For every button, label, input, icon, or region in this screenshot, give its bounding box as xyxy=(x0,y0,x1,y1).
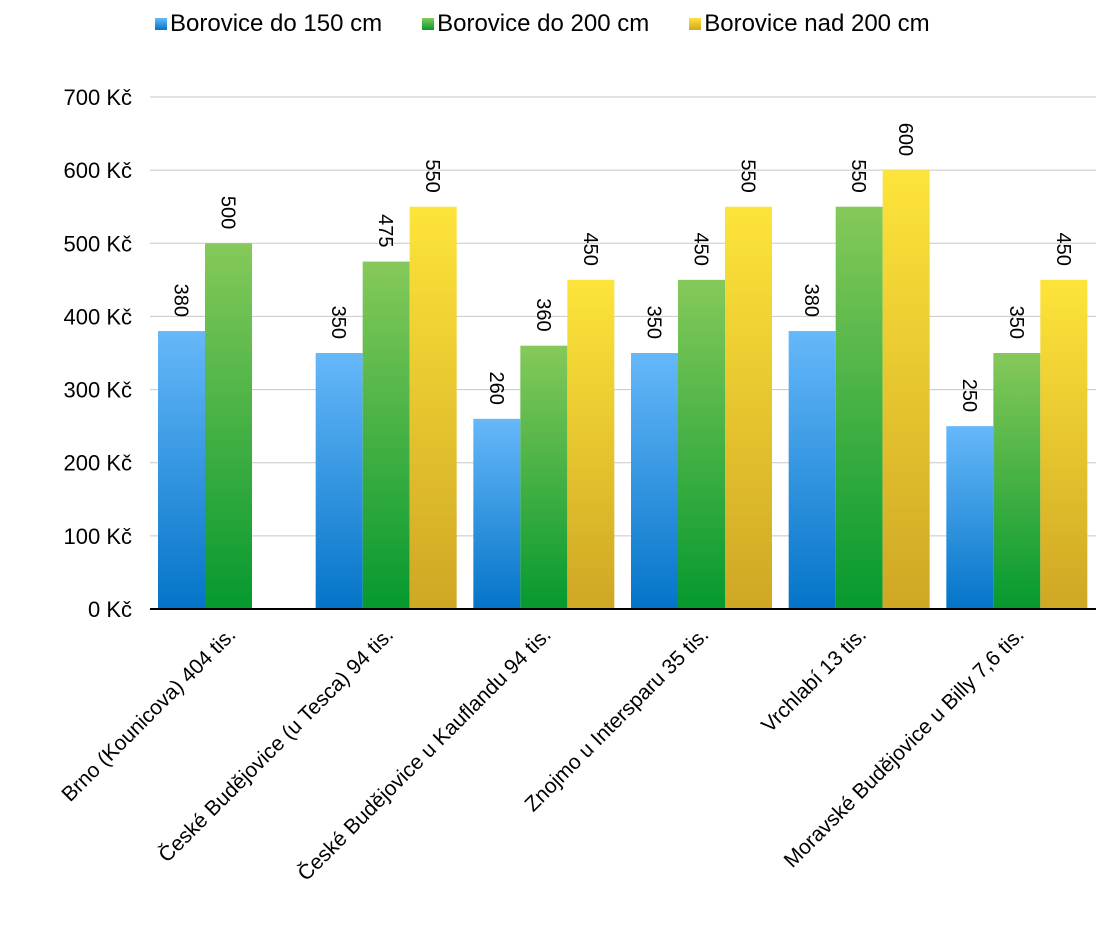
bar xyxy=(882,170,930,609)
legend-item-series-2: Borovice do 200 cm xyxy=(422,10,649,38)
bar-value-label: 550 xyxy=(737,159,759,192)
bar-value-label: 380 xyxy=(170,284,192,317)
chart-legend: Borovice do 150 cm Borovice do 200 cm Bo… xyxy=(155,10,930,38)
bar-value-label: 550 xyxy=(421,159,443,192)
legend-item-series-1: Borovice do 150 cm xyxy=(155,10,382,38)
x-tick-label: Vrchlabí 13 tis. xyxy=(757,623,871,737)
bar xyxy=(946,426,994,609)
bar-value-label: 360 xyxy=(532,298,554,331)
bar-value-label: 380 xyxy=(800,284,822,317)
y-tick-label: 0 Kč xyxy=(88,597,132,622)
x-tick-label: České Budějovice u Kauflandu 94 tis. xyxy=(293,623,555,885)
bar xyxy=(158,331,205,609)
bar-value-label: 250 xyxy=(958,379,980,412)
y-tick-label: 100 Kč xyxy=(64,524,133,549)
bar xyxy=(835,206,883,609)
bar xyxy=(631,353,678,609)
legend-item-series-3: Borovice nad 200 cm xyxy=(689,10,930,38)
bar xyxy=(1040,279,1088,609)
legend-label-series-3: Borovice nad 200 cm xyxy=(704,10,930,37)
y-tick-label: 600 Kč xyxy=(64,158,133,183)
legend-swatch-series-2 xyxy=(422,18,435,30)
y-tick-label: 300 Kč xyxy=(64,378,133,403)
bar xyxy=(788,331,836,609)
bar-value-label: 260 xyxy=(485,371,507,404)
bar xyxy=(409,206,457,609)
bar-value-label: 600 xyxy=(894,123,916,156)
bar xyxy=(315,353,363,609)
y-tick-label: 700 Kč xyxy=(64,85,133,110)
bar xyxy=(678,279,725,609)
bar xyxy=(725,206,772,609)
bar-value-label: 350 xyxy=(643,306,665,339)
bar-value-label: 475 xyxy=(374,214,396,247)
bar xyxy=(567,279,615,609)
y-tick-label: 400 Kč xyxy=(64,304,133,329)
legend-label-series-2: Borovice do 200 cm xyxy=(437,10,650,37)
bar-value-label: 350 xyxy=(327,306,349,339)
bar-value-label: 500 xyxy=(217,196,239,229)
legend-swatch-series-3 xyxy=(689,18,702,30)
bar xyxy=(993,353,1041,609)
x-tick-label: Znojmo u Intersparu 35 tis. xyxy=(520,623,713,816)
bar xyxy=(362,261,410,609)
legend-swatch-series-1 xyxy=(155,18,167,30)
bar-value-label: 450 xyxy=(579,232,601,265)
y-tick-label: 500 Kč xyxy=(64,231,133,256)
y-tick-label: 200 Kč xyxy=(64,451,133,476)
bar xyxy=(473,418,521,609)
bar xyxy=(520,345,568,609)
bar-value-label: 450 xyxy=(1052,232,1074,265)
bar-value-label: 550 xyxy=(847,159,869,192)
x-tick-label: Brno (Kounicova) 404 tis. xyxy=(57,623,240,806)
bar-value-label: 450 xyxy=(690,232,712,265)
bar xyxy=(205,243,252,610)
legend-label-series-1: Borovice do 150 cm xyxy=(170,10,383,37)
bar-value-label: 350 xyxy=(1005,306,1027,339)
